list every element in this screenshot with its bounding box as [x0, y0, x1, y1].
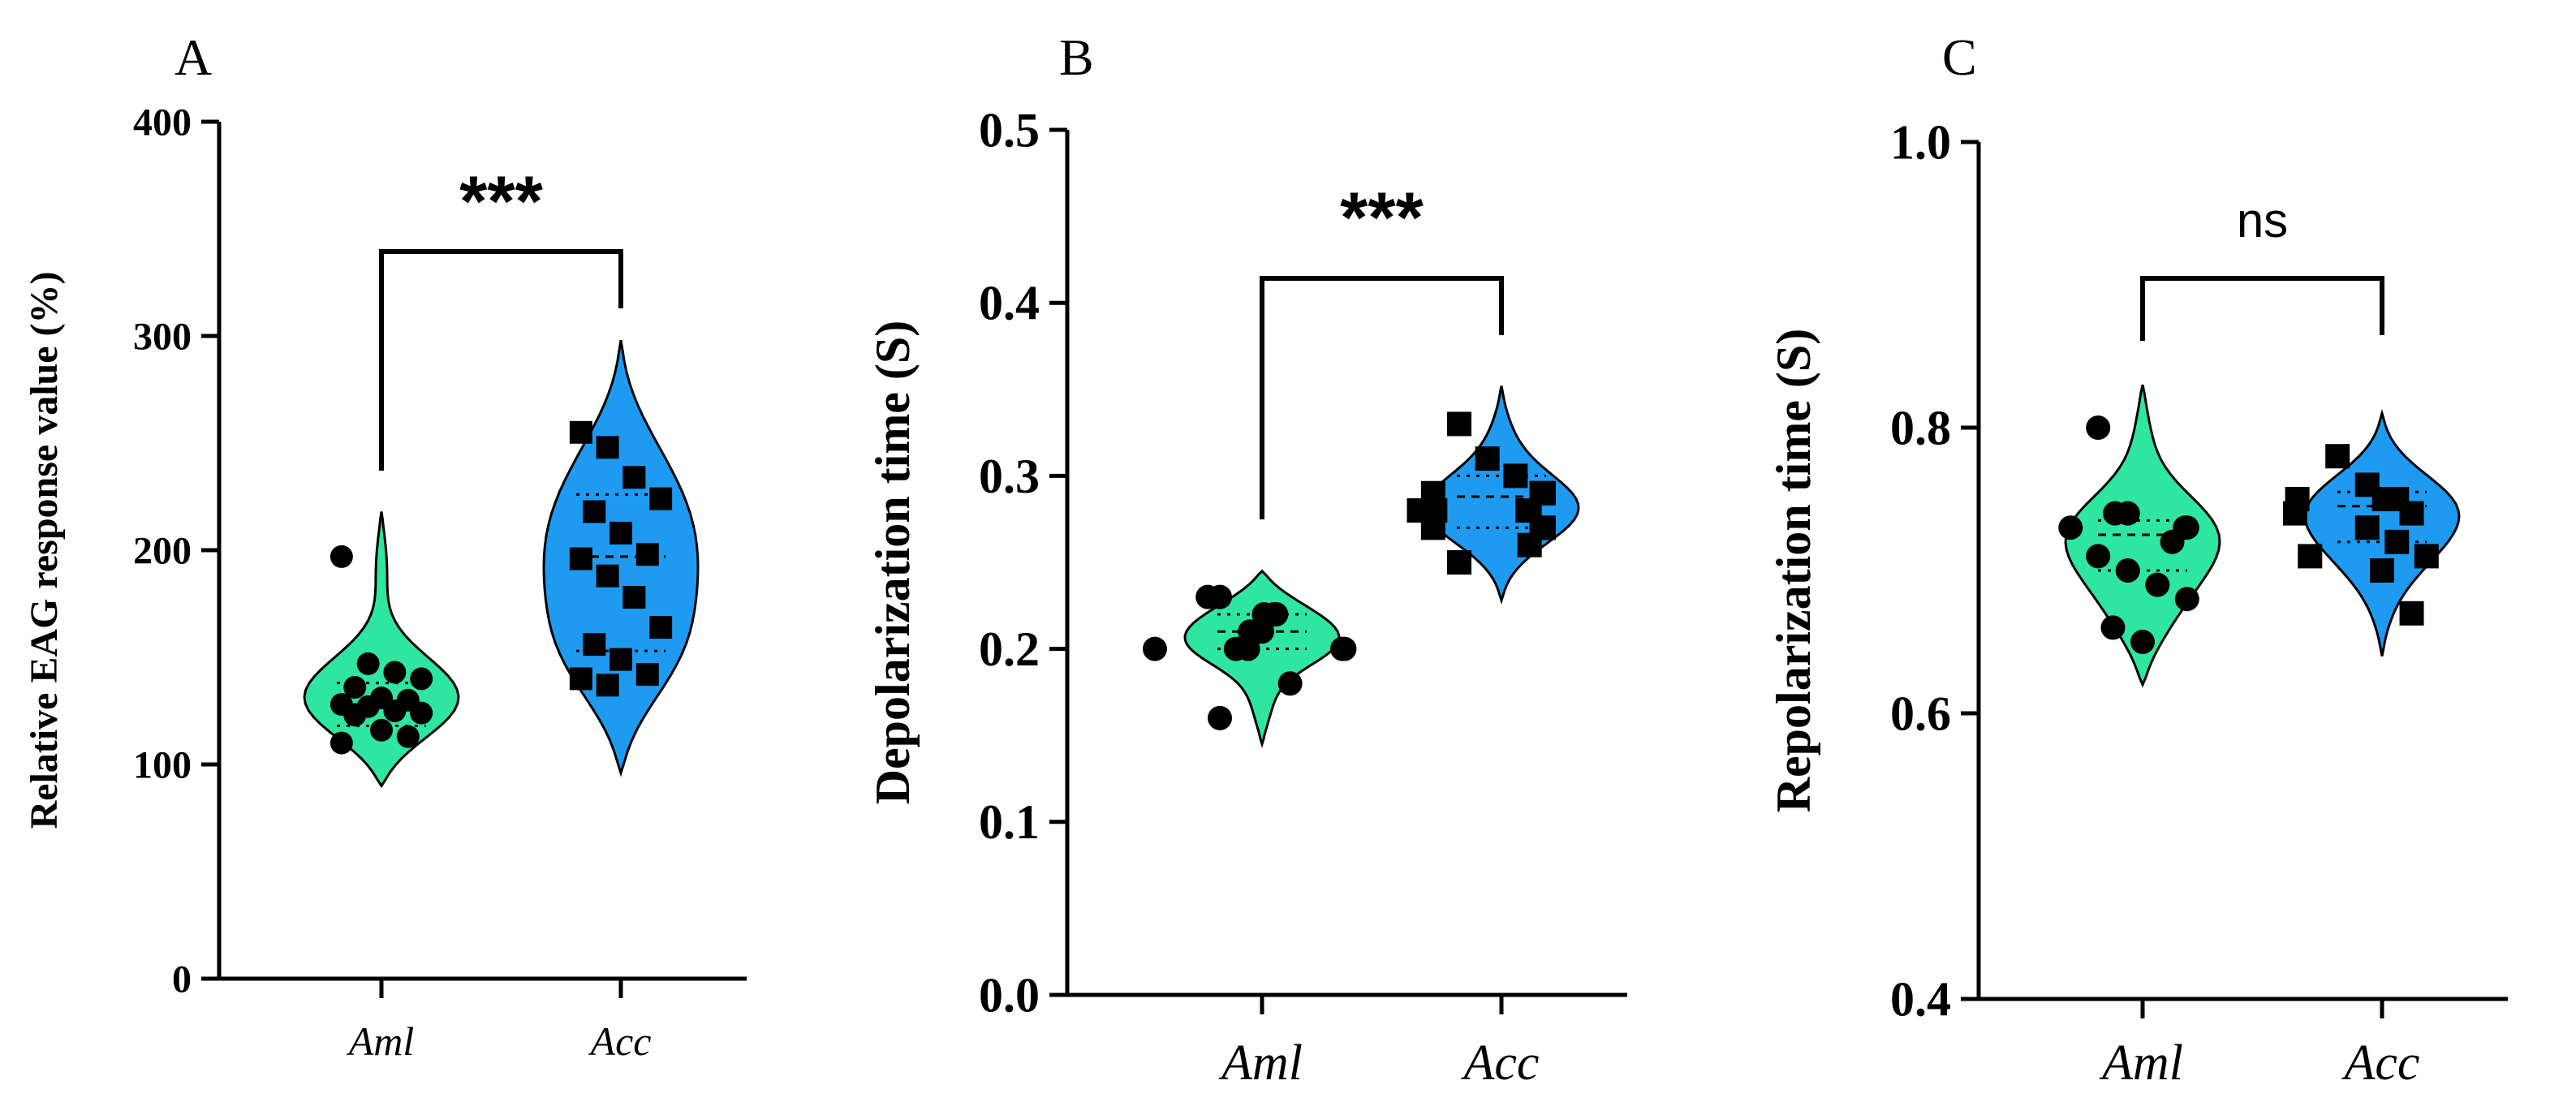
panel-letter: C [1942, 28, 1977, 86]
data-point-aml [2174, 587, 2199, 612]
data-point-aml [343, 675, 367, 699]
data-point-acc [1517, 532, 1542, 558]
y-tick-label: 200 [133, 529, 192, 572]
data-point-acc [610, 648, 632, 671]
significance-label: ns [2237, 193, 2288, 248]
x-tick-label: Acc [588, 1018, 652, 1064]
data-point-acc [622, 466, 646, 489]
panel-letter: A [174, 28, 212, 86]
data-point-aml [396, 725, 420, 748]
data-point-acc [1420, 515, 1445, 540]
y-tick-label: 100 [133, 743, 192, 786]
panel-c: C 0.4 0.6 0.8 1.0 Repolarization time (S) Aml A… [1767, 28, 2508, 1091]
data-point-aml [2086, 544, 2111, 569]
data-point-aml [1208, 705, 1233, 730]
data-point-acc [596, 674, 619, 697]
data-point-acc [2282, 501, 2307, 526]
data-point-aml [1330, 636, 1355, 661]
y-tick-label: 0.5 [979, 103, 1040, 157]
significance-bracket [379, 249, 623, 471]
data-point-aml [370, 718, 393, 742]
x-tick-label: Aml [347, 1018, 415, 1064]
data-point-aml [2160, 529, 2185, 554]
data-point-acc [622, 586, 646, 609]
y-tick-label: 0.4 [979, 277, 1040, 330]
data-point-aml [410, 667, 433, 691]
data-point-acc [2370, 558, 2394, 583]
data-point-acc [1475, 446, 1500, 471]
data-point-acc [2414, 544, 2439, 569]
y-tick-label: 0.4 [1890, 972, 1951, 1026]
data-point-acc [2399, 501, 2424, 526]
y-tick-label: 1.0 [1890, 115, 1951, 169]
data-point-acc [2399, 601, 2424, 626]
y-axis-label: Relative EAG response value (%) [23, 271, 66, 829]
data-point-acc [2298, 544, 2323, 569]
data-point-acc [596, 436, 619, 459]
panel-a: A 0 100 200 300 400 Relative EAG response valu… [23, 28, 747, 1064]
data-point-aml [2100, 615, 2126, 640]
data-point-acc [635, 663, 659, 687]
data-point-aml [1261, 601, 1286, 626]
data-point-acc [583, 500, 606, 523]
data-point-aml [410, 701, 433, 725]
data-point-aml [1143, 636, 1167, 661]
data-point-aml [1195, 584, 1221, 609]
data-point-acc [569, 547, 592, 570]
y-tick-label: 0.0 [979, 968, 1040, 1022]
panel-b: B 0.0 0.1 0.2 0.3 0.4 0.5 Depolarization time (… [866, 28, 1627, 1091]
data-point-aml [383, 661, 407, 684]
data-point-aml [1223, 636, 1248, 661]
data-point-acc [1447, 550, 1472, 575]
x-tick-label: Acc [2341, 1035, 2420, 1091]
data-point-acc [569, 420, 592, 444]
data-point-acc [596, 564, 619, 588]
data-point-acc [649, 487, 673, 510]
data-point-aml [330, 545, 353, 568]
data-point-aml [1247, 619, 1273, 644]
x-tick-label: Aml [2099, 1035, 2183, 1091]
y-tick-label: 0 [172, 958, 192, 1001]
data-point-acc [583, 633, 606, 657]
y-tick-label: 0.2 [979, 622, 1040, 676]
data-point-acc [635, 543, 659, 566]
data-point-aml [2058, 515, 2083, 540]
data-point-acc [1447, 411, 1472, 437]
data-point-acc [1503, 463, 1528, 489]
data-point-aml [343, 704, 367, 727]
y-tick-label: 300 [133, 315, 192, 358]
significance-bracket [1260, 276, 1504, 519]
data-point-acc [649, 616, 673, 639]
significance-label: *** [1340, 177, 1424, 257]
data-point-aml [330, 731, 353, 755]
data-point-aml [356, 652, 380, 675]
y-axis-label: Repolarization time (S) [1767, 329, 1820, 813]
data-point-acc [569, 667, 592, 691]
significance-bracket [2140, 276, 2384, 341]
data-point-acc [2384, 529, 2410, 554]
x-tick-label: Acc [1461, 1035, 1540, 1091]
y-tick-label: 0.3 [979, 450, 1040, 503]
data-point-aml [2130, 630, 2155, 654]
y-tick-label: 0.1 [979, 795, 1040, 849]
data-point-aml [2145, 572, 2170, 597]
data-point-acc [2325, 444, 2350, 469]
panel-letter: B [1059, 28, 1094, 86]
data-point-aml [383, 700, 407, 722]
data-point-aml [2086, 415, 2111, 440]
violin-aml [303, 511, 460, 789]
data-point-aml [1277, 671, 1303, 696]
y-tick-label: 400 [133, 101, 192, 144]
x-tick-label: Aml [1218, 1035, 1303, 1091]
data-point-acc [2354, 515, 2380, 540]
y-axis-label: Depolarization time (S) [866, 321, 920, 805]
data-point-acc [610, 521, 632, 545]
y-tick-label: 0.6 [1890, 687, 1951, 740]
data-point-aml [2103, 501, 2128, 526]
y-tick-label: 0.8 [1890, 401, 1951, 454]
violin-acc [2303, 409, 2461, 657]
significance-label: *** [459, 161, 543, 241]
data-point-aml [2115, 558, 2140, 583]
